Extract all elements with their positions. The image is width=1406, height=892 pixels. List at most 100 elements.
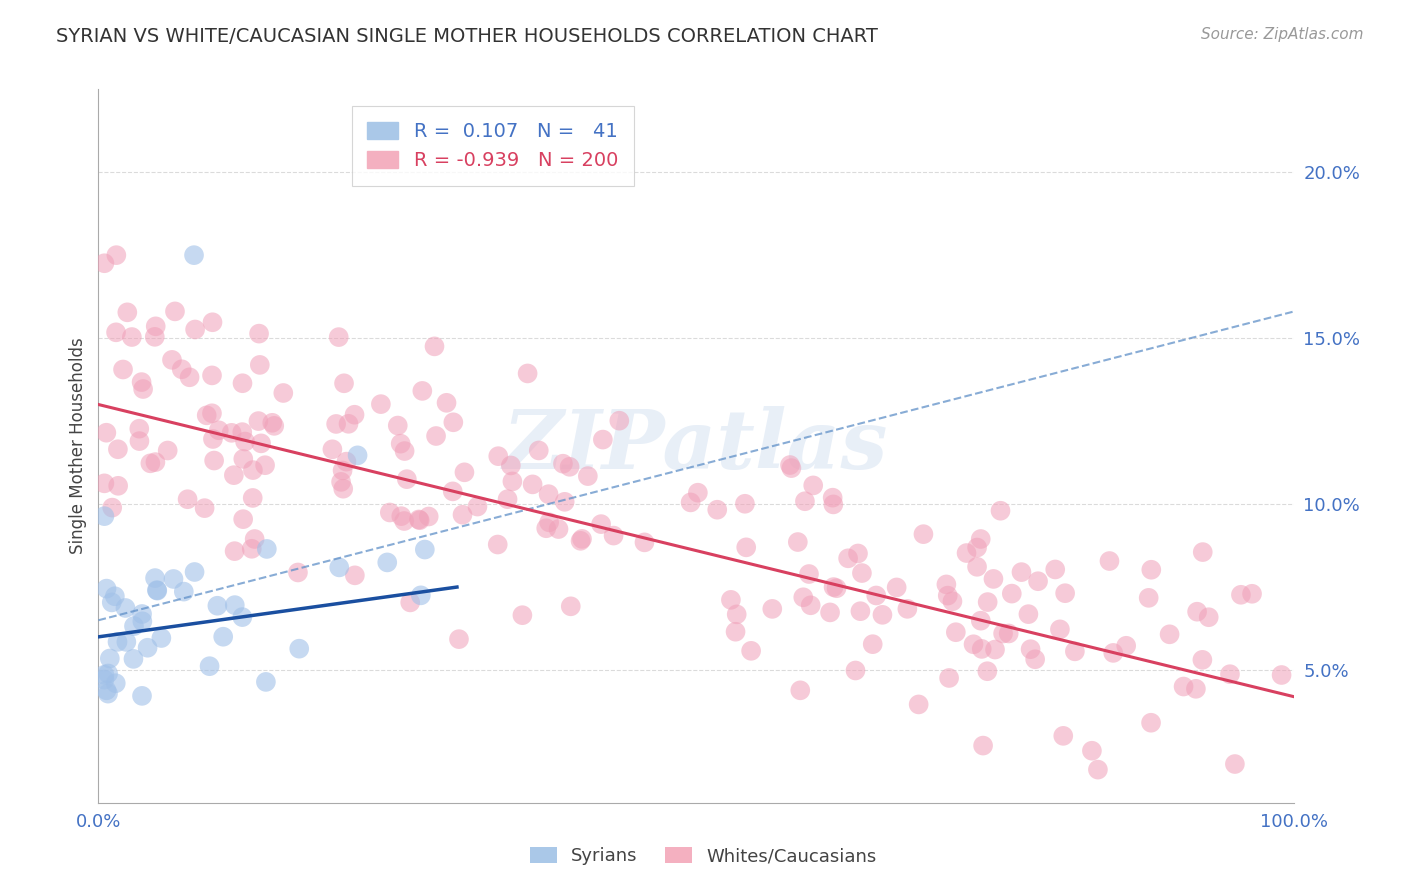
Point [105, 326, 128, 340]
Point [1173, 680, 1195, 694]
Point [183, 565, 205, 579]
Point [97, 687, 120, 701]
Point [451, 508, 474, 522]
Point [786, 535, 808, 549]
Point [262, 416, 284, 430]
Point [425, 429, 447, 443]
Point [499, 458, 522, 473]
Point [935, 577, 957, 591]
Point [104, 676, 127, 690]
Point [1019, 642, 1042, 657]
Point [844, 664, 866, 678]
Point [800, 599, 823, 613]
Point [146, 583, 169, 598]
Point [735, 541, 758, 555]
Point [231, 610, 253, 624]
Point [851, 566, 873, 580]
Point [821, 491, 844, 505]
Point [486, 537, 509, 551]
Point [1185, 681, 1208, 696]
Point [558, 459, 581, 474]
Point [576, 469, 599, 483]
Point [538, 516, 561, 530]
Point [938, 671, 960, 685]
Point [335, 455, 357, 469]
Point [633, 535, 655, 549]
Point [779, 458, 801, 472]
Point [1024, 652, 1046, 666]
Point [418, 509, 440, 524]
Point [96, 683, 118, 698]
Point [263, 418, 285, 433]
Point [945, 625, 967, 640]
Point [231, 425, 253, 439]
Point [1185, 605, 1208, 619]
Point [387, 418, 409, 433]
Point [976, 664, 998, 678]
Point [242, 491, 264, 505]
Point [686, 485, 709, 500]
Point [792, 591, 814, 605]
Point [1159, 627, 1181, 641]
Point [1049, 623, 1071, 637]
Point [179, 370, 201, 384]
Point [256, 541, 278, 556]
Point [984, 642, 1007, 657]
Point [1011, 565, 1033, 579]
Legend: R =  0.107   N =   41, R = -0.939   N = 200: R = 0.107 N = 41, R = -0.939 N = 200 [352, 106, 634, 186]
Point [288, 641, 311, 656]
Point [496, 492, 519, 507]
Point [990, 504, 1012, 518]
Point [389, 436, 412, 450]
Point [389, 509, 412, 524]
Point [221, 425, 243, 440]
Point [970, 614, 993, 628]
Point [131, 375, 153, 389]
Point [602, 528, 624, 542]
Point [131, 607, 153, 621]
Point [254, 458, 277, 473]
Point [1001, 586, 1024, 600]
Point [224, 598, 246, 612]
Point [1223, 757, 1246, 772]
Y-axis label: Single Mother Households: Single Mother Households [69, 338, 87, 554]
Point [156, 443, 179, 458]
Point [224, 544, 246, 558]
Point [150, 631, 173, 645]
Point [1140, 563, 1163, 577]
Point [375, 556, 398, 570]
Point [128, 422, 150, 436]
Point [112, 362, 135, 376]
Point [789, 683, 811, 698]
Point [761, 602, 783, 616]
Point [271, 386, 294, 401]
Point [1017, 607, 1039, 622]
Point [467, 500, 489, 514]
Point [96, 425, 118, 440]
Point [780, 461, 803, 475]
Point [436, 396, 458, 410]
Point [233, 434, 256, 449]
Point [1045, 562, 1067, 576]
Point [194, 501, 217, 516]
Point [936, 589, 959, 603]
Point [794, 494, 817, 508]
Point [250, 436, 273, 450]
Point [1081, 744, 1104, 758]
Point [501, 475, 523, 489]
Point [115, 635, 138, 649]
Point [1087, 763, 1109, 777]
Point [163, 304, 186, 318]
Point [1026, 574, 1049, 589]
Text: ZIPatlas: ZIPatlas [503, 406, 889, 486]
Point [413, 542, 436, 557]
Point [516, 367, 538, 381]
Point [93, 256, 115, 270]
Point [1102, 646, 1125, 660]
Point [202, 453, 225, 467]
Point [146, 583, 169, 598]
Point [560, 599, 582, 614]
Point [966, 559, 988, 574]
Point [537, 487, 560, 501]
Point [122, 619, 145, 633]
